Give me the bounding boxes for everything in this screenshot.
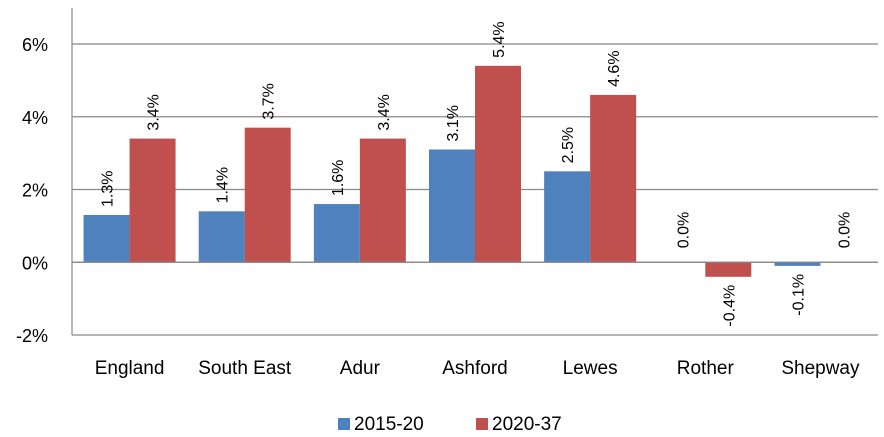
axes bbox=[71, 8, 878, 336]
legend-swatch bbox=[476, 418, 488, 430]
y-tick-label: 6% bbox=[22, 35, 48, 55]
bar-2020-37-ashford bbox=[475, 65, 521, 263]
y-tick-label: 4% bbox=[22, 108, 48, 128]
bar-2020-37-adur bbox=[359, 138, 406, 263]
bar-2020-37-rother bbox=[705, 262, 752, 277]
data-labels: 1.3% 3.4% 1.4% 3.7% 1.6% 3.4% 3.1% 5.4% 2.5% 4.6%… bbox=[100, 21, 854, 326]
data-label: 3.4% bbox=[376, 94, 393, 130]
bar-2015-20-adur bbox=[313, 204, 360, 263]
data-label: 4.6% bbox=[606, 50, 623, 86]
bar-2015-20-lewes bbox=[544, 171, 591, 263]
bar-2020-37-lewes bbox=[590, 94, 637, 263]
legend-label: 2015-20 bbox=[354, 414, 424, 435]
data-label: -0.4% bbox=[721, 285, 738, 327]
data-label: 1.6% bbox=[330, 160, 347, 196]
y-tick-label: 2% bbox=[22, 181, 48, 201]
bar-2015-20-england bbox=[83, 214, 130, 263]
legend-label: 2020-37 bbox=[492, 414, 562, 435]
bar-2020-37-england bbox=[129, 138, 176, 263]
legend: 2015-20 2020-37 bbox=[338, 414, 562, 435]
category-label: Shepway bbox=[781, 358, 860, 379]
bar-2015-20-ashford bbox=[429, 149, 475, 263]
y-tick-label: -2% bbox=[16, 326, 48, 346]
legend-swatch bbox=[338, 418, 350, 430]
category-label: Rother bbox=[677, 358, 735, 379]
data-label: 3.7% bbox=[261, 83, 278, 119]
data-label: 1.3% bbox=[100, 170, 117, 206]
bar-2015-20-south-east bbox=[198, 211, 245, 263]
category-labels: England South East Adur Ashford Lewes Rother S… bbox=[95, 358, 860, 379]
category-label: South East bbox=[198, 358, 292, 379]
category-label: Adur bbox=[340, 358, 381, 379]
data-label: 3.1% bbox=[445, 105, 462, 141]
category-label: Lewes bbox=[563, 358, 618, 379]
data-label: 2.5% bbox=[560, 127, 577, 163]
data-label: 1.4% bbox=[215, 167, 232, 203]
category-label: Ashford bbox=[442, 358, 507, 379]
bar-2020-37-south-east bbox=[244, 127, 291, 263]
category-label: England bbox=[95, 358, 165, 379]
bar-2015-20-shepway bbox=[774, 262, 821, 266]
data-label: 3.4% bbox=[146, 94, 163, 130]
bars bbox=[83, 65, 821, 277]
data-label: 5.4% bbox=[491, 21, 508, 57]
data-label: 0.0% bbox=[836, 212, 853, 248]
y-axis-tick-labels: -2% 0% 2% 4% 6% bbox=[16, 35, 48, 346]
data-label: 0.0% bbox=[675, 212, 692, 248]
y-tick-label: 0% bbox=[22, 253, 48, 273]
data-label: -0.1% bbox=[790, 274, 807, 316]
